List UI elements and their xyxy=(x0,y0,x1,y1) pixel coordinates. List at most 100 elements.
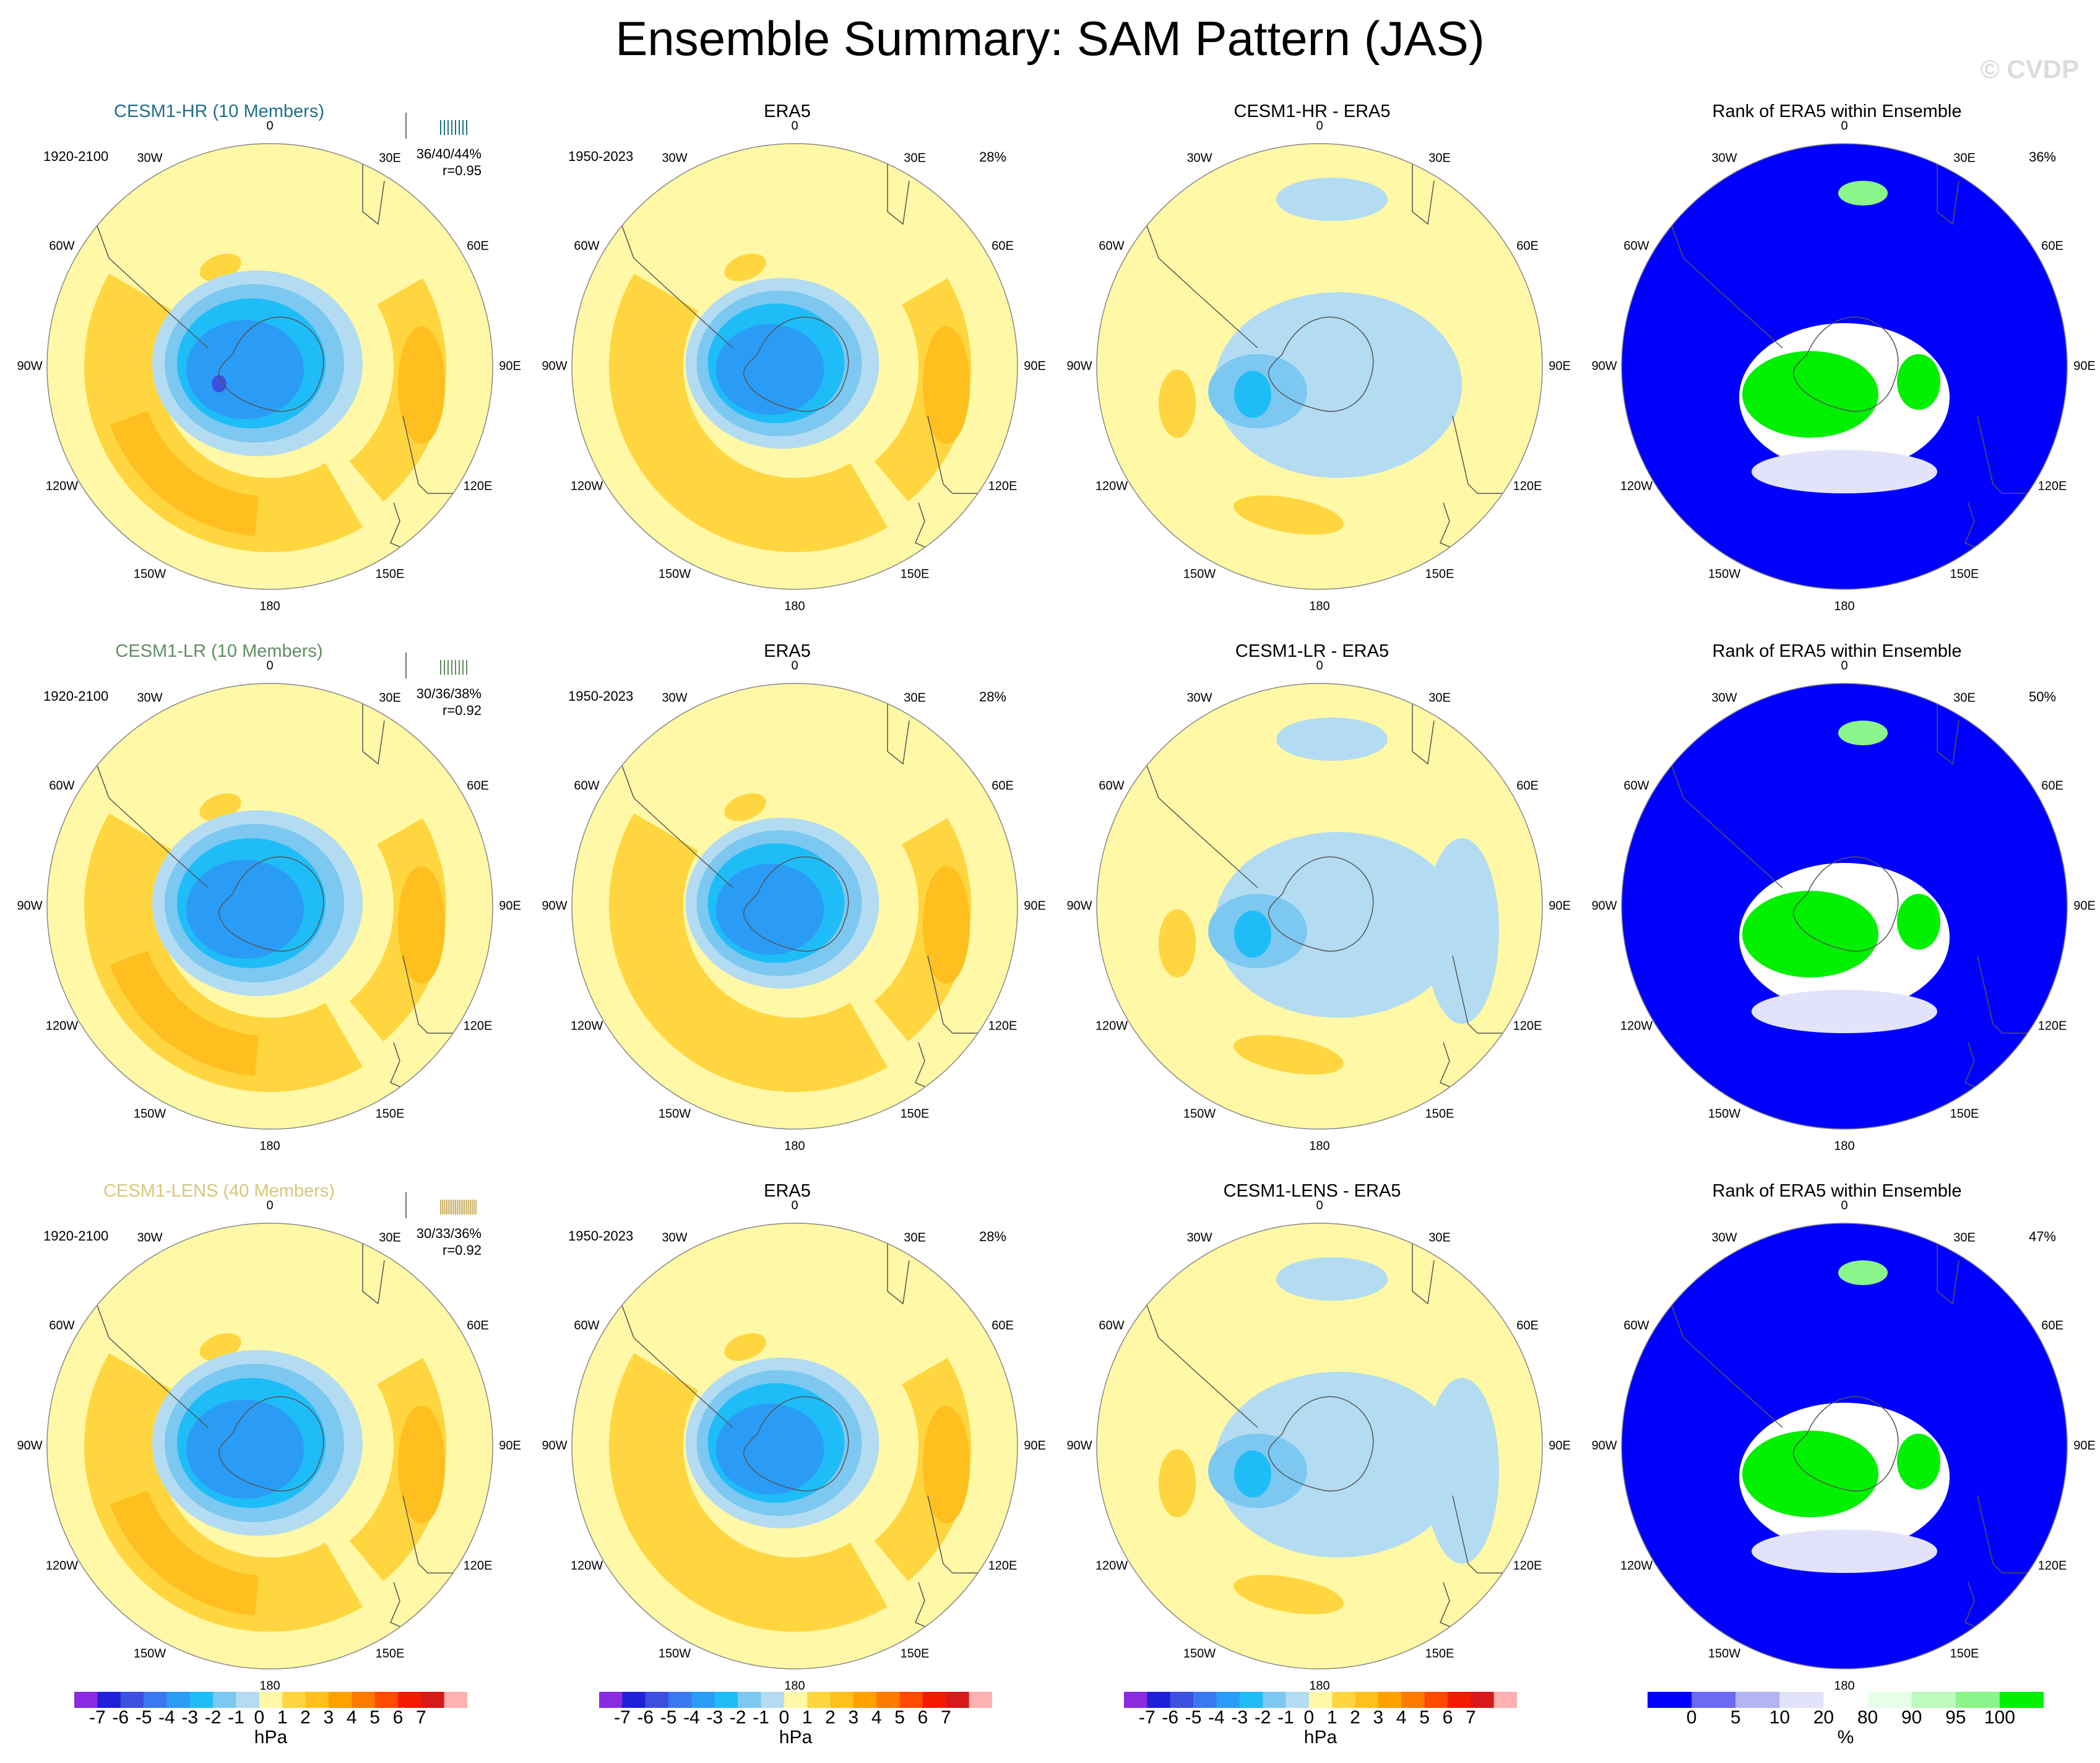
longitude-label: 60E xyxy=(467,779,489,793)
colorbar-swatch xyxy=(236,1692,260,1708)
map-border xyxy=(571,1223,1018,1670)
longitude-label: 60W xyxy=(1623,239,1649,253)
negative-difference-north xyxy=(1276,178,1388,221)
longitude-label: 90W xyxy=(1066,1439,1092,1453)
rank-map-panel: Rank of ERA5 within Ensemble 47% 0 30E 60E 90… xyxy=(1575,1179,2099,1717)
colorbar-tick-label: 7 xyxy=(1465,1707,1476,1728)
panel-title: CESM1-LENS (40 Members) xyxy=(103,1181,335,1201)
map-border xyxy=(46,683,493,1130)
rank-high-north xyxy=(1838,721,1888,745)
longitude-label: 0 xyxy=(1316,1198,1323,1213)
longitude-label: 90E xyxy=(2073,359,2096,373)
map-border xyxy=(1621,1223,2068,1670)
colorbar-swatch xyxy=(1378,1692,1402,1708)
longitude-label: 30W xyxy=(1711,691,1737,705)
longitude-label: 180 xyxy=(1309,599,1330,613)
longitude-label: 30W xyxy=(1186,151,1212,165)
longitude-label: 30E xyxy=(1953,691,1976,705)
colorbar-tick-label: -6 xyxy=(112,1707,129,1728)
longitude-label: 60E xyxy=(1516,239,1539,253)
longitude-label: 60W xyxy=(1099,1319,1125,1333)
longitude-label: 120E xyxy=(2037,1559,2067,1573)
pattern-variance-label: 28% xyxy=(979,149,1006,165)
longitude-label: 90W xyxy=(1066,359,1092,373)
ensemble-variance-stats: 36/40/44% r=0.95 xyxy=(417,145,482,179)
colorbar-swatch xyxy=(1471,1692,1495,1708)
colorbar-tick-label: -4 xyxy=(1208,1707,1225,1728)
negative-difference-area xyxy=(1214,832,1462,1018)
colorbar-tick-label: 6 xyxy=(392,1707,404,1728)
longitude-label: 150W xyxy=(658,1647,691,1661)
longitude-label: 120W xyxy=(45,1019,79,1033)
colorbar-swatch xyxy=(761,1692,785,1708)
colorbar-tick-label: 2 xyxy=(300,1707,311,1728)
polar-map xyxy=(1096,143,1543,590)
colorbar-unit: hPa xyxy=(254,1727,288,1748)
colorbar-tick-label: 6 xyxy=(1442,1707,1453,1728)
colorbar-swatch xyxy=(1955,1692,2000,1708)
longitude-label: 60W xyxy=(49,239,75,253)
colorbar-tick-label: -1 xyxy=(753,1707,769,1728)
colorbar-swatch xyxy=(1447,1692,1471,1708)
colorbar-swatch xyxy=(969,1692,992,1708)
negative-difference-area xyxy=(1214,1372,1462,1557)
variance-range: 36/40/44% xyxy=(416,146,482,162)
longitude-label: 150W xyxy=(1183,1647,1216,1661)
longitude-label: 0 xyxy=(266,659,274,673)
longitude-label: 60W xyxy=(1099,239,1125,253)
colorbar-swatch xyxy=(622,1692,646,1708)
colorbar-swatch xyxy=(1355,1692,1379,1708)
pattern-correlation: r=0.92 xyxy=(443,703,482,718)
positive-difference-south xyxy=(1234,1035,1344,1075)
colorbar-swatch xyxy=(144,1692,167,1708)
colorbar-swatch xyxy=(1867,1692,1912,1708)
longitude-label: 150E xyxy=(1950,567,1979,581)
colorbar-tick-label: -2 xyxy=(204,1707,222,1728)
longitude-label: 150E xyxy=(375,1107,405,1121)
antarctica-coastline xyxy=(218,856,324,952)
panel-title: CESM1-LR (10 Members) xyxy=(115,641,323,661)
longitude-label: 90E xyxy=(1024,359,1046,373)
longitude-label: 30E xyxy=(1953,1231,1976,1245)
colorbar-unit: % xyxy=(1837,1727,1854,1748)
positive-anomaly-core-south xyxy=(110,1490,259,1616)
figure-title: Ensemble Summary: SAM Pattern (JAS) xyxy=(615,11,1485,66)
longitude-label: 0 xyxy=(1316,659,1323,673)
longitude-label: 90E xyxy=(1549,1439,1571,1453)
map-border xyxy=(1096,683,1543,1130)
colorbar-swatch xyxy=(784,1692,808,1708)
colorbar-tick-label: 2 xyxy=(1350,1707,1360,1728)
pattern-variance-label: 36% xyxy=(2028,149,2056,165)
antarctica-coastline xyxy=(218,1396,324,1492)
colorbar-tick-label: -7 xyxy=(1139,1707,1156,1728)
antarctica-coastline xyxy=(743,316,849,412)
colorbar-tick-label: 1 xyxy=(1326,1707,1337,1728)
colorbar-tick-label: 3 xyxy=(848,1707,859,1728)
longitude-label: 180 xyxy=(1834,1679,1855,1693)
rank-near-low xyxy=(1752,990,1937,1033)
map-border xyxy=(46,1223,493,1670)
colorbar-tick-label: -2 xyxy=(729,1707,746,1728)
map-border xyxy=(1096,143,1543,590)
rank-high-east xyxy=(1897,354,1940,410)
polar-map xyxy=(571,683,1018,1130)
colorbar-tick-label: -7 xyxy=(89,1707,106,1728)
colorbar-tick-label: -6 xyxy=(1162,1707,1179,1728)
longitude-label: 150E xyxy=(1425,567,1454,581)
longitude-label: 30W xyxy=(137,1231,163,1245)
longitude-label: 90W xyxy=(1591,899,1617,913)
colorbar-tick-label: 10 xyxy=(1769,1707,1791,1728)
antarctica-coastline xyxy=(1792,856,1899,952)
longitude-label: 150W xyxy=(1183,1107,1216,1121)
colorbar-swatch xyxy=(1332,1692,1356,1708)
rank-near-low xyxy=(1752,450,1937,493)
positive-anomaly-east xyxy=(398,326,445,444)
positive-difference-west xyxy=(1159,1449,1196,1517)
longitude-label: 60W xyxy=(49,1319,75,1333)
longitude-label: 120W xyxy=(1620,1559,1653,1573)
longitude-label: 30E xyxy=(1428,691,1451,705)
longitude-label: 180 xyxy=(1309,1679,1330,1693)
longitude-label: 60W xyxy=(1623,1319,1649,1333)
colorbar-swatch xyxy=(1493,1692,1517,1708)
colorbar-tick-label: 7 xyxy=(940,1707,951,1728)
